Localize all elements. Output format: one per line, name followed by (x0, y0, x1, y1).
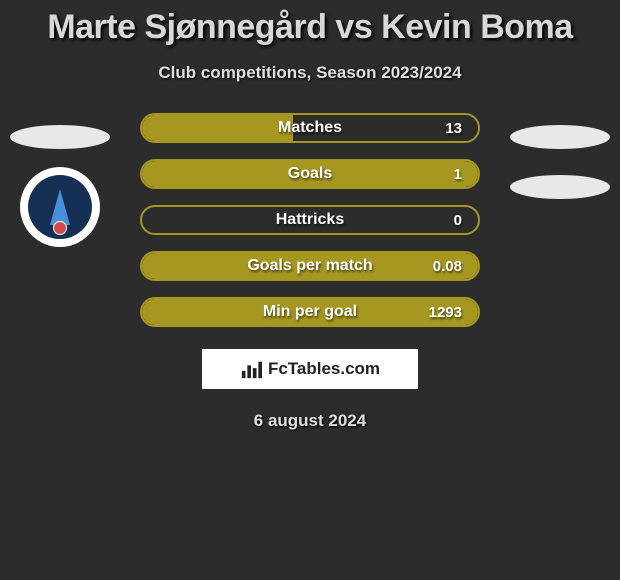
stat-label: Matches (142, 119, 478, 137)
stat-bar: Goals1 (140, 159, 480, 189)
stat-label: Min per goal (142, 303, 478, 321)
bar-chart-icon (240, 358, 262, 380)
stat-bars: Matches13 Goals1 Hattricks0 Goals per match… (140, 113, 480, 343)
attribution-badge: FcTables.com (202, 349, 418, 389)
stat-value: 0 (454, 212, 462, 229)
subtitle: Club competitions, Season 2023/2024 (0, 63, 620, 83)
paris-fc-logo-icon (28, 175, 92, 239)
stat-bar: Min per goal1293 (140, 297, 480, 327)
comparison-chart: Matches13 Goals1 Hattricks0 Goals per match… (0, 113, 620, 343)
stat-label: Goals (142, 165, 478, 183)
club-badge (20, 167, 100, 247)
attribution-text: FcTables.com (268, 359, 380, 379)
stat-label: Hattricks (142, 211, 478, 229)
stat-bar: Matches13 (140, 113, 480, 143)
stat-bar: Goals per match0.08 (140, 251, 480, 281)
stat-value: 13 (445, 120, 462, 137)
player-slot-right-1 (510, 125, 610, 149)
date-label: 6 august 2024 (0, 411, 620, 431)
player-slot-left-1 (10, 125, 110, 149)
stat-label: Goals per match (142, 257, 478, 275)
stat-value: 0.08 (433, 258, 462, 275)
stat-bar: Hattricks0 (140, 205, 480, 235)
player-slot-right-2 (510, 175, 610, 199)
page-title: Marte Sjønnegård vs Kevin Boma (0, 0, 620, 47)
stat-value: 1293 (429, 304, 462, 321)
stat-value: 1 (454, 166, 462, 183)
